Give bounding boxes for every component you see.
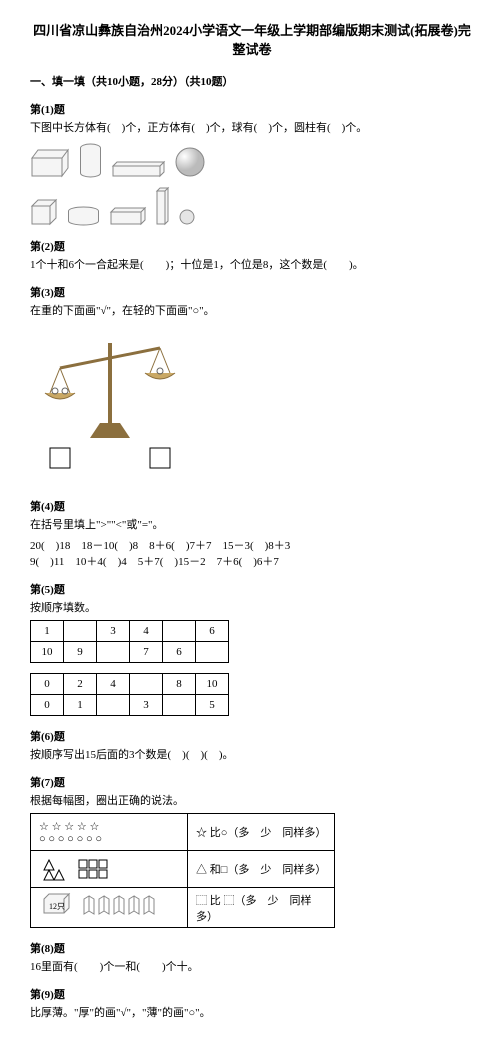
table-cell: 4 — [97, 674, 130, 695]
shapes-row-1 — [30, 143, 474, 178]
q9-num: 第(9)题 — [30, 986, 474, 1002]
q4-line1: 20( )18 18－10( )8 8＋6( )7＋7 15－3( )8＋3 — [30, 537, 474, 553]
q8-num: 第(8)题 — [30, 940, 474, 956]
cube-icon — [30, 198, 58, 226]
table-cell — [163, 695, 196, 716]
compare-left-1: ☆ ☆ ☆ ☆ ☆ ○ ○ ○ ○ ○ ○ ○ — [31, 814, 188, 851]
q1-text: 下图中长方体有( )个，正方体有( )个，球有( )个，圆柱有( )个。 — [30, 119, 474, 135]
table-cell — [196, 642, 229, 663]
compare-left-2 — [31, 851, 188, 888]
q4-text: 在括号里填上">""<"或"="。 — [30, 516, 474, 532]
q6-num: 第(6)题 — [30, 728, 474, 744]
tall-cuboid-icon — [155, 186, 170, 226]
table-cell: 8 — [163, 674, 196, 695]
sphere-icon — [174, 146, 206, 178]
q7-text: 根据每幅图，圈出正确的说法。 — [30, 792, 474, 808]
q5-num: 第(5)题 — [30, 581, 474, 597]
q7-table: ☆ ☆ ☆ ☆ ☆ ○ ○ ○ ○ ○ ○ ○ ☆ 比○（多 少 同样多） △ … — [30, 813, 335, 928]
q2-num: 第(2)题 — [30, 238, 474, 254]
table-cell: 9 — [64, 642, 97, 663]
section-header: 一、填一填（共10小题，28分）（共10题） — [30, 73, 474, 89]
table-cell: 7 — [130, 642, 163, 663]
svg-text:12只: 12只 — [49, 902, 65, 911]
q6-text: 按顺序写出15后面的3个数是( )( )( )。 — [30, 746, 474, 762]
table-cell: 1 — [31, 621, 64, 642]
compare-right-2: △ 和□（多 少 同样多） — [188, 851, 335, 888]
table-cell: 4 — [130, 621, 163, 642]
table-cell: 6 — [196, 621, 229, 642]
table-cell — [64, 621, 97, 642]
long-cuboid-icon — [111, 160, 166, 178]
table-cell: 6 — [163, 642, 196, 663]
q5-table2: 0 2 4 8 10 0 1 3 5 — [30, 673, 229, 716]
cuboid-icon — [30, 148, 70, 178]
table-cell: 10 — [196, 674, 229, 695]
q3-num: 第(3)题 — [30, 284, 474, 300]
q4-num: 第(4)题 — [30, 498, 474, 514]
table-cell: 2 — [64, 674, 97, 695]
cylinder-icon — [78, 143, 103, 178]
page-title: 四川省凉山彝族自治州2024小学语文一年级上学期部编版期末测试(拓展卷)完整试卷 — [30, 20, 474, 58]
q4-line2: 9( )11 10＋4( )4 5＋7( )15－2 7＋6( )6＋7 — [30, 553, 474, 569]
flat-cylinder-icon — [66, 206, 101, 226]
shapes-row-2 — [30, 186, 474, 226]
q8-text: 16里面有( )个一和( )个十。 — [30, 958, 474, 974]
table-cell: 0 — [31, 674, 64, 695]
q7-num: 第(7)题 — [30, 774, 474, 790]
balance-scale-icon — [30, 333, 190, 473]
table-cell — [130, 674, 163, 695]
table-cell: 0 — [31, 695, 64, 716]
compare-right-3: ⬚ 比 ⬚（多 少 同样多） — [188, 888, 335, 928]
compare-right-1: ☆ 比○（多 少 同样多） — [188, 814, 335, 851]
table-cell — [163, 621, 196, 642]
compare-left-3: 12只 — [31, 888, 188, 928]
table-cell: 1 — [64, 695, 97, 716]
small-sphere-icon — [178, 208, 196, 226]
q5-table1: 1 3 4 6 10 9 7 6 — [30, 620, 229, 663]
flat-cuboid-icon — [109, 206, 147, 226]
q5-text: 按顺序填数。 — [30, 599, 474, 615]
table-cell — [97, 695, 130, 716]
q1-num: 第(1)题 — [30, 101, 474, 117]
table-cell: 3 — [130, 695, 163, 716]
table-cell — [97, 642, 130, 663]
q2-text: 1个十和6个一合起来是( )；十位是1，个位是8，这个数是( )。 — [30, 256, 474, 272]
q9-text: 比厚薄。"厚"的画"√"，"薄"的画"○"。 — [30, 1004, 474, 1020]
table-cell: 10 — [31, 642, 64, 663]
table-cell: 3 — [97, 621, 130, 642]
table-cell: 5 — [196, 695, 229, 716]
q3-text: 在重的下面画"√"，在轻的下面画"○"。 — [30, 302, 474, 318]
